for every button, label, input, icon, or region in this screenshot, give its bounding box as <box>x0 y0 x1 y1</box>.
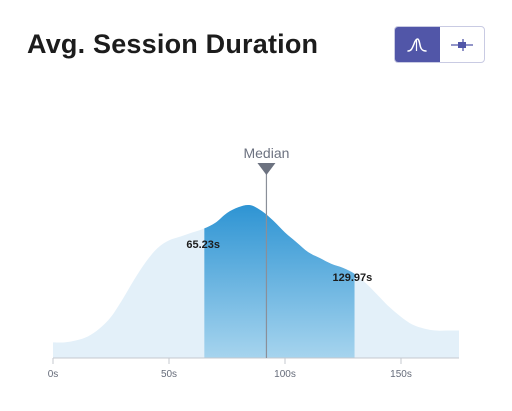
box-plot-icon <box>450 38 473 51</box>
median-marker <box>257 163 276 175</box>
x-tick-label: 0s <box>48 369 59 380</box>
chart-view-toggle <box>394 26 485 63</box>
x-tick-label: 50s <box>161 369 177 380</box>
range-area <box>204 204 355 358</box>
box-plot-view-button[interactable] <box>440 27 485 62</box>
page-title: Avg. Session Duration <box>27 29 319 59</box>
distribution-view-button[interactable] <box>395 27 440 62</box>
x-tick-label: 150s <box>390 369 412 380</box>
median-label: Median <box>243 145 289 161</box>
range-low-label: 65.23s <box>186 239 220 251</box>
distribution-curve-icon <box>407 37 427 52</box>
range-high-label: 129.97s <box>333 272 373 284</box>
x-tick-label: 100s <box>274 369 296 380</box>
